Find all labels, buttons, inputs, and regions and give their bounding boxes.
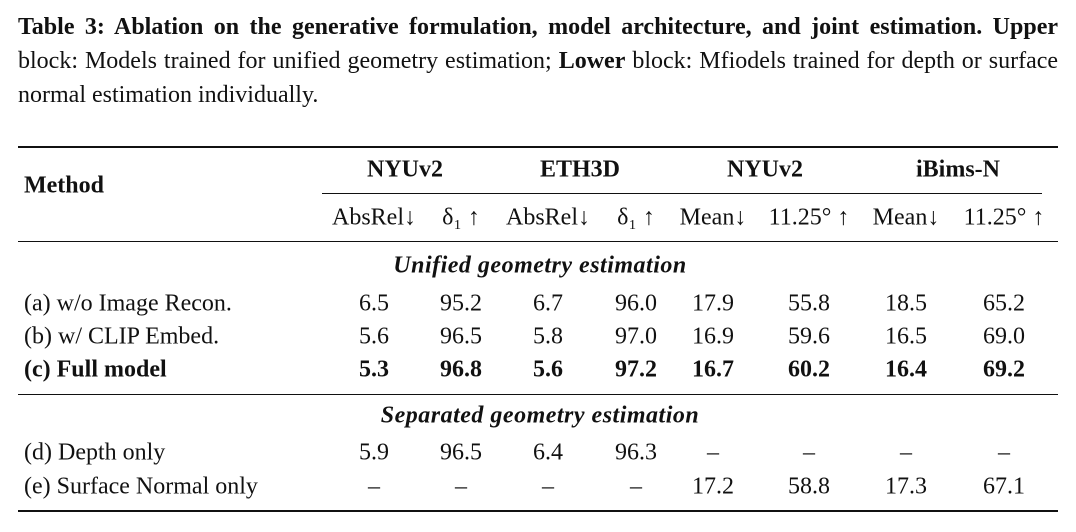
table-cell: 5.3 bbox=[359, 356, 389, 383]
sub-header: AbsRel↓ bbox=[332, 204, 416, 231]
table-cell: 69.2 bbox=[983, 356, 1025, 383]
sub-header: Mean↓ bbox=[872, 204, 940, 231]
table-cell: 18.5 bbox=[885, 290, 927, 317]
table-cell: 5.8 bbox=[533, 323, 563, 350]
table-cell: 5.6 bbox=[533, 356, 563, 383]
table-cell: 16.7 bbox=[692, 356, 734, 383]
sub-header: δ₁ ↑ bbox=[617, 204, 655, 231]
table-cell: 17.9 bbox=[692, 290, 734, 317]
table-cell: 55.8 bbox=[788, 290, 830, 317]
table-cell: 16.9 bbox=[692, 323, 734, 350]
caption-title: Table 3: Ablation on the generative form… bbox=[18, 14, 983, 40]
row-label: (a) w/o Image Recon. bbox=[24, 290, 232, 317]
caption-text: block: Models trained for unified geomet… bbox=[18, 48, 552, 74]
table-cell: 60.2 bbox=[788, 356, 830, 383]
table-cell: – bbox=[630, 473, 642, 500]
table-cell: – bbox=[803, 439, 815, 466]
sub-header: 11.25° ↑ bbox=[963, 204, 1045, 231]
caption-text: block: Mfiodels trained for depth or sur… bbox=[18, 48, 1059, 108]
sub-header: δ₁ ↑ bbox=[442, 204, 480, 231]
sub-header: AbsRel↓ bbox=[506, 204, 590, 231]
table-cell: 6.5 bbox=[359, 290, 389, 317]
table-cell: 96.0 bbox=[615, 290, 657, 317]
table-cell: 58.8 bbox=[788, 473, 830, 500]
table-cell: – bbox=[542, 473, 554, 500]
table-rule bbox=[322, 193, 1042, 194]
section-title: Separated geometry estimation bbox=[380, 402, 700, 429]
table-cell: 97.0 bbox=[615, 323, 657, 350]
table-cell: 17.3 bbox=[885, 473, 927, 500]
table-cell: 67.1 bbox=[983, 473, 1025, 500]
sub-header: Mean↓ bbox=[679, 204, 747, 231]
group-header: NYUv2 bbox=[367, 156, 443, 183]
table-cell: 17.2 bbox=[692, 473, 734, 500]
caption-keyword: Lower bbox=[558, 48, 626, 74]
table-cell: 5.6 bbox=[359, 323, 389, 350]
table-cell: 59.6 bbox=[788, 323, 830, 350]
caption-keyword: Upper bbox=[992, 14, 1059, 40]
table-cell: 96.5 bbox=[440, 323, 482, 350]
group-header: ETH3D bbox=[539, 156, 621, 183]
table-cell: 96.8 bbox=[440, 356, 482, 383]
table-cell: 96.5 bbox=[440, 439, 482, 466]
table-cell: 65.2 bbox=[983, 290, 1025, 317]
table-rule bbox=[18, 394, 1058, 395]
table-cell: 16.5 bbox=[885, 323, 927, 350]
table-cell: 96.3 bbox=[615, 439, 657, 466]
table-rule bbox=[18, 146, 1058, 148]
row-label: (c) Full model bbox=[24, 356, 167, 383]
row-label: (e) Surface Normal only bbox=[24, 473, 258, 500]
row-label: (d) Depth only bbox=[24, 439, 166, 466]
table-rule bbox=[18, 510, 1058, 512]
table-cell: 6.4 bbox=[533, 439, 563, 466]
group-header: NYUv2 bbox=[727, 156, 803, 183]
table-cell: – bbox=[368, 473, 380, 500]
sub-header: 11.25° ↑ bbox=[768, 204, 850, 231]
table-caption: Table 3: Ablation on the generative form… bbox=[18, 10, 1058, 112]
table-cell: 6.7 bbox=[533, 290, 563, 317]
table-cell: 5.9 bbox=[359, 439, 389, 466]
table-cell: – bbox=[455, 473, 467, 500]
table-rule bbox=[18, 241, 1058, 242]
table-cell: 16.4 bbox=[885, 356, 927, 383]
group-header: iBims-N bbox=[916, 156, 1000, 183]
table-cell: – bbox=[998, 439, 1010, 466]
row-label: (b) w/ CLIP Embed. bbox=[24, 323, 220, 350]
table-cell: – bbox=[900, 439, 912, 466]
column-header: Method bbox=[24, 172, 104, 199]
table-cell: 95.2 bbox=[440, 290, 482, 317]
table-cell: 97.2 bbox=[615, 356, 657, 383]
section-title: Unified geometry estimation bbox=[393, 252, 687, 279]
table-cell: – bbox=[707, 439, 719, 466]
table-cell: 69.0 bbox=[983, 323, 1025, 350]
